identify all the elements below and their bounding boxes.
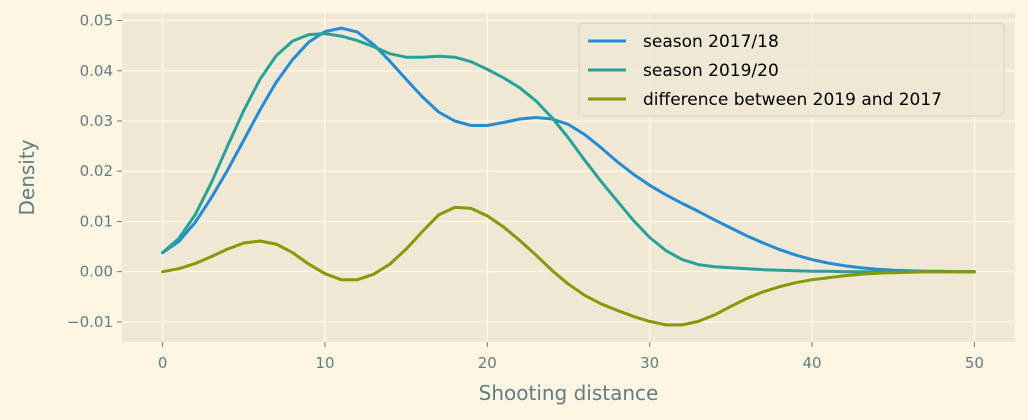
y-tick-label: 0.00 bbox=[80, 263, 113, 281]
x-tick-label: 30 bbox=[640, 354, 659, 372]
series-line-2 bbox=[161, 32, 976, 274]
axis-ticks: 0 10 20 30 40 50 −0.01 0.00 0.01 0.02 0.03 0.04 0.05 bbox=[67, 12, 984, 372]
x-tick-label: 20 bbox=[478, 354, 497, 372]
x-tick-label: 40 bbox=[802, 354, 821, 372]
legend: season 2017/18 season 2019/20 difference b… bbox=[578, 22, 1005, 117]
legend-label: difference between 2019 and 2017 bbox=[643, 90, 942, 110]
y-axis-title: Density bbox=[15, 139, 39, 215]
x-tick-label: 50 bbox=[965, 354, 984, 372]
y-tick-label: 0.02 bbox=[80, 162, 113, 180]
x-tick-label: 0 bbox=[158, 354, 168, 372]
legend-label: season 2017/18 bbox=[643, 32, 779, 52]
y-tick-label: 0.01 bbox=[80, 212, 113, 230]
series-line-1 bbox=[161, 26, 976, 274]
y-tick-label: 0.04 bbox=[80, 62, 113, 80]
y-tick-label: 0.05 bbox=[80, 12, 113, 30]
y-tick-label: −0.01 bbox=[67, 313, 113, 331]
legend-label: season 2019/20 bbox=[643, 61, 779, 81]
y-tick-label: 0.03 bbox=[80, 112, 113, 130]
series-lines bbox=[161, 26, 976, 327]
series-line-3 bbox=[161, 205, 976, 327]
legend-box bbox=[578, 22, 1005, 117]
x-axis-title: Shooting distance bbox=[479, 381, 659, 405]
x-tick-label: 10 bbox=[315, 354, 334, 372]
